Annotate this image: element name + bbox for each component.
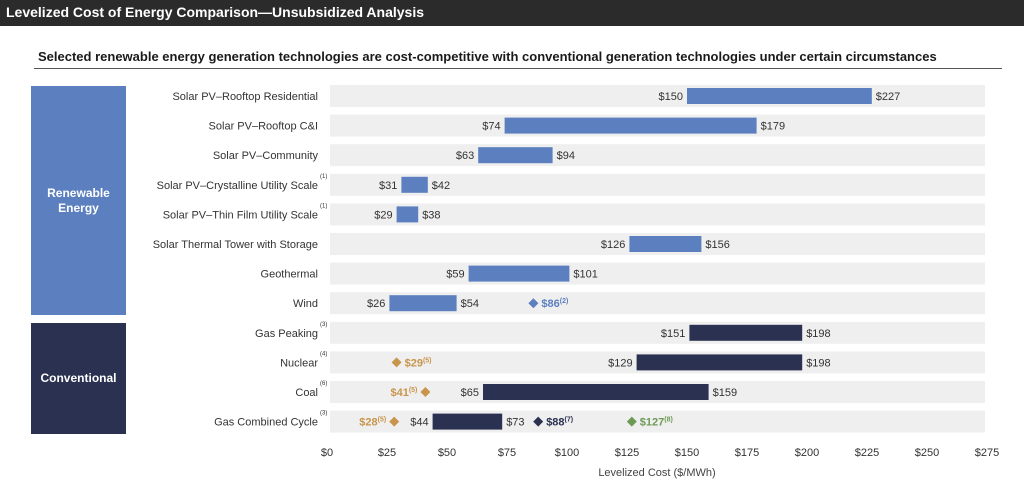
high-value-label: $156 xyxy=(705,239,729,251)
high-value-label: $159 xyxy=(713,387,737,399)
row-note: (1) xyxy=(320,203,327,209)
range-bar xyxy=(483,384,709,400)
low-value-label: $59 xyxy=(446,269,464,281)
low-value-label: $29 xyxy=(374,209,392,221)
x-tick-label: $0 xyxy=(321,447,333,459)
row-band xyxy=(330,292,985,315)
range-bar xyxy=(478,147,553,164)
row-label: Gas Combined Cycle xyxy=(214,417,318,429)
x-axis-label: Levelized Cost ($/MWh) xyxy=(598,467,715,479)
low-value-label: $150 xyxy=(659,91,683,103)
range-bar xyxy=(504,117,757,134)
row-label: Solar PV–Thin Film Utility Scale xyxy=(163,209,318,221)
low-value-label: $129 xyxy=(608,357,632,369)
x-tick-label: $50 xyxy=(438,447,456,459)
marker-diamond xyxy=(528,298,539,309)
x-tick-label: $250 xyxy=(915,447,939,459)
row-note: (4) xyxy=(320,351,327,357)
low-value-label: $26 xyxy=(367,298,385,310)
high-value-label: $54 xyxy=(461,298,479,310)
marker-diamond xyxy=(420,387,431,397)
row-label: Coal xyxy=(295,387,318,399)
high-value-label: $73 xyxy=(506,417,524,429)
marker-label: $41(5) xyxy=(390,387,417,399)
row-note: (3) xyxy=(320,322,327,328)
low-value-label: $63 xyxy=(456,150,474,162)
row-label: Solar PV–Crystalline Utility Scale xyxy=(157,180,318,192)
x-tick-label: $125 xyxy=(615,447,639,459)
row-label: Wind xyxy=(293,298,318,310)
row-label: Solar PV–Rooftop C&I xyxy=(209,121,318,133)
low-value-label: $126 xyxy=(601,239,625,251)
page-title: Levelized Cost of Energy Comparison—Unsu… xyxy=(6,4,425,20)
x-tick-label: $275 xyxy=(975,447,999,459)
range-bar xyxy=(432,413,503,430)
title-bar: Levelized Cost of Energy Comparison—Unsu… xyxy=(0,0,1024,26)
high-value-label: $227 xyxy=(876,91,900,103)
high-value-label: $38 xyxy=(422,209,440,221)
row-note: (3) xyxy=(320,411,327,417)
row-note: (1) xyxy=(320,174,327,180)
marker-label: $127(8) xyxy=(640,417,673,429)
row-band xyxy=(330,262,985,285)
row-label: Gas Peaking xyxy=(255,328,318,340)
x-tick-label: $150 xyxy=(675,447,699,459)
x-tick-label: $75 xyxy=(498,447,516,459)
range-bar xyxy=(629,236,702,252)
row-band xyxy=(330,144,985,167)
high-value-label: $198 xyxy=(806,328,830,340)
marker-diamond xyxy=(391,357,402,368)
group-label-renewable: Renewable Energy xyxy=(31,86,126,315)
low-value-label: $31 xyxy=(379,180,397,192)
x-tick-label: $200 xyxy=(795,447,819,459)
marker-diamond xyxy=(626,416,637,427)
low-value-label: $74 xyxy=(482,121,500,133)
row-label: Solar PV–Rooftop Residential xyxy=(172,91,318,103)
x-tick-label: $225 xyxy=(855,447,879,459)
low-value-label: $44 xyxy=(410,417,428,429)
row-label: Solar PV–Community xyxy=(213,150,319,162)
range-bar xyxy=(401,176,428,193)
high-value-label: $198 xyxy=(806,357,830,369)
marker-diamond xyxy=(533,416,544,427)
group-label-conventional: Conventional xyxy=(31,323,126,434)
high-value-label: $42 xyxy=(432,180,450,192)
marker-label: $29(5) xyxy=(405,357,432,369)
high-value-label: $179 xyxy=(761,121,785,133)
divider xyxy=(34,68,1002,69)
row-band xyxy=(330,173,985,196)
range-bar xyxy=(636,354,803,371)
high-value-label: $94 xyxy=(557,150,575,162)
range-bar xyxy=(689,324,803,341)
high-value-label: $101 xyxy=(573,269,597,281)
row-label: Solar Thermal Tower with Storage xyxy=(153,239,318,251)
marker-label: $28(5) xyxy=(359,417,386,429)
row-band xyxy=(330,321,985,344)
marker-label: $88(7) xyxy=(546,417,573,429)
range-bar xyxy=(389,295,457,312)
low-value-label: $151 xyxy=(661,328,685,340)
chart-subtitle: Selected renewable energy generation tec… xyxy=(38,49,937,64)
marker-label: $86(2) xyxy=(541,298,568,310)
x-tick-label: $175 xyxy=(735,447,759,459)
range-bar xyxy=(687,88,872,104)
row-label: Nuclear xyxy=(280,357,318,369)
low-value-label: $65 xyxy=(461,387,479,399)
range-bar xyxy=(396,206,419,223)
row-band xyxy=(330,203,985,226)
x-tick-label: $100 xyxy=(555,447,579,459)
row-note: (6) xyxy=(320,381,327,387)
x-tick-label: $25 xyxy=(378,447,396,459)
row-label: Geothermal xyxy=(261,269,318,281)
range-bar xyxy=(468,265,570,282)
marker-diamond xyxy=(389,416,400,427)
